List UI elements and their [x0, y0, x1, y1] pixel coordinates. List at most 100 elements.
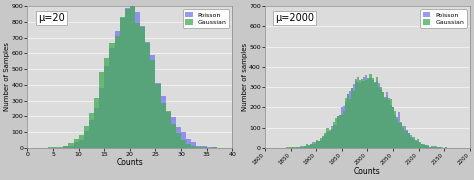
Bar — [382, 92, 384, 148]
Bar — [351, 87, 353, 148]
Bar — [73, 139, 79, 148]
Bar — [351, 88, 353, 148]
Bar — [378, 87, 380, 148]
Bar — [370, 78, 372, 148]
Bar — [292, 147, 294, 148]
Bar — [306, 145, 308, 148]
Bar — [330, 129, 333, 148]
Bar — [347, 94, 349, 148]
Bar — [367, 78, 370, 148]
Bar — [433, 147, 435, 148]
Bar — [119, 18, 125, 148]
Bar — [320, 140, 322, 148]
Bar — [196, 146, 201, 148]
Bar — [339, 115, 341, 148]
Y-axis label: Number of Samples: Number of Samples — [4, 42, 10, 111]
Bar — [384, 98, 386, 148]
Bar — [53, 147, 58, 148]
Bar — [109, 48, 115, 148]
Bar — [306, 144, 308, 148]
Text: μ=20: μ=20 — [38, 13, 64, 23]
Bar — [302, 146, 304, 148]
Bar — [365, 75, 367, 148]
Bar — [402, 128, 404, 148]
Bar — [419, 141, 421, 148]
Bar — [68, 143, 73, 148]
Bar — [312, 144, 314, 148]
Bar — [130, 2, 135, 148]
Bar — [392, 107, 394, 148]
Bar — [372, 78, 374, 148]
Bar — [314, 141, 316, 148]
Bar — [125, 9, 130, 148]
Bar — [320, 138, 322, 148]
Bar — [380, 89, 382, 148]
Bar — [181, 140, 186, 148]
Bar — [343, 106, 345, 148]
Bar — [425, 145, 427, 148]
Bar — [431, 147, 433, 148]
Bar — [330, 126, 333, 148]
Bar — [296, 147, 298, 148]
Bar — [328, 130, 330, 148]
Bar — [382, 92, 384, 148]
Bar — [48, 147, 53, 148]
Bar — [304, 146, 306, 148]
Bar — [429, 147, 431, 148]
Bar — [375, 81, 378, 148]
Bar — [308, 145, 310, 148]
Bar — [392, 107, 394, 148]
Bar — [339, 115, 341, 148]
Bar — [347, 94, 349, 148]
Bar — [409, 133, 410, 148]
Bar — [302, 147, 304, 148]
Bar — [388, 100, 390, 148]
Bar — [290, 147, 292, 148]
Bar — [353, 91, 355, 148]
Bar — [186, 139, 191, 148]
Bar — [431, 146, 433, 148]
Bar — [396, 119, 398, 148]
Bar — [355, 82, 357, 148]
Bar — [288, 147, 290, 148]
Bar — [388, 98, 390, 148]
Bar — [364, 81, 365, 148]
Bar — [386, 92, 388, 148]
Legend: Poisson, Gaussian: Poisson, Gaussian — [420, 9, 467, 28]
Bar — [349, 91, 351, 148]
Bar — [410, 135, 412, 148]
Bar — [370, 74, 372, 148]
Bar — [404, 126, 406, 148]
Bar — [415, 140, 417, 148]
Bar — [412, 137, 415, 148]
Bar — [375, 77, 378, 148]
Bar — [409, 133, 410, 148]
Bar — [99, 88, 104, 148]
Bar — [155, 84, 161, 148]
Bar — [333, 125, 335, 148]
Bar — [68, 146, 73, 148]
Bar — [140, 26, 145, 148]
Bar — [145, 42, 150, 148]
Bar — [437, 147, 439, 148]
Bar — [402, 126, 404, 148]
Bar — [212, 147, 217, 148]
Bar — [58, 147, 64, 148]
X-axis label: Counts: Counts — [354, 167, 381, 176]
Bar — [298, 147, 300, 148]
Bar — [319, 141, 320, 148]
Bar — [421, 144, 423, 148]
Bar — [400, 122, 402, 148]
Bar — [425, 145, 427, 148]
Bar — [427, 146, 429, 148]
Bar — [104, 66, 109, 148]
Bar — [308, 146, 310, 148]
Bar — [196, 147, 201, 148]
Bar — [310, 144, 312, 148]
Bar — [300, 146, 302, 148]
Bar — [398, 112, 400, 148]
Bar — [292, 147, 294, 148]
Bar — [365, 80, 367, 148]
Bar — [161, 103, 166, 148]
Bar — [119, 17, 125, 148]
